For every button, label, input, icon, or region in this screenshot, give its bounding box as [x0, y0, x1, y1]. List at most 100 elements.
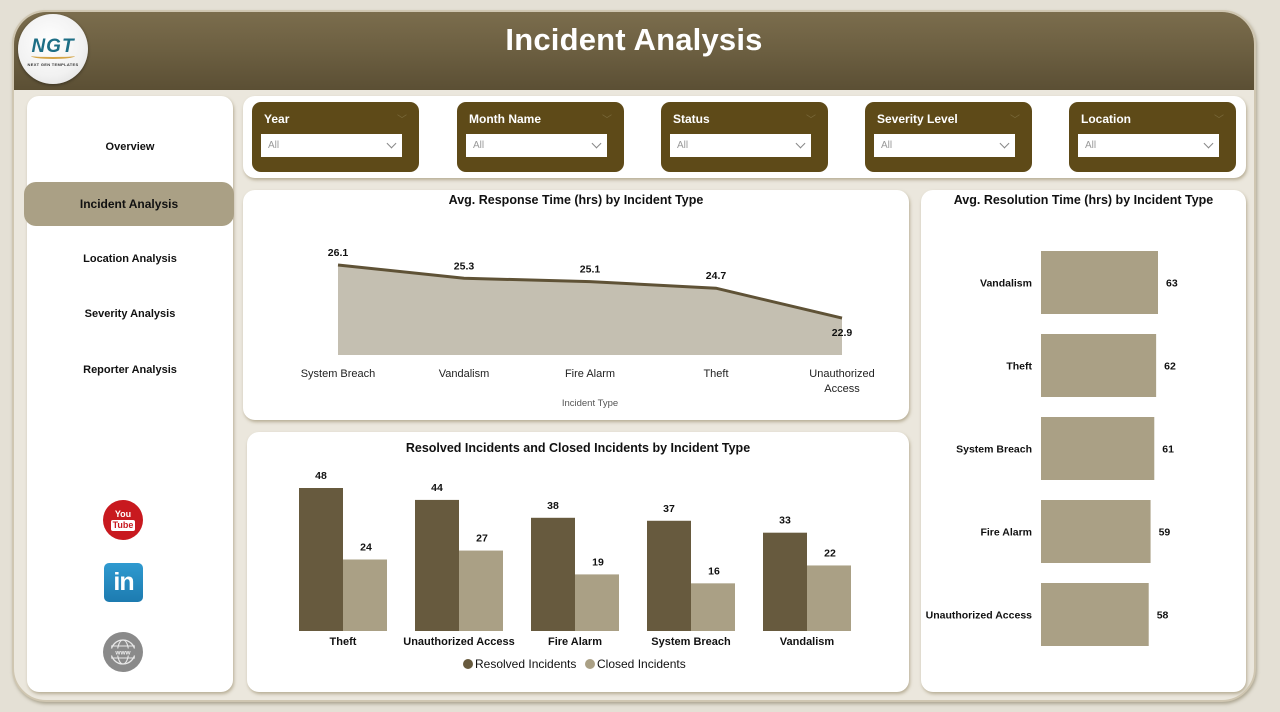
month-name-dropdown[interactable]: All	[466, 134, 607, 157]
resolution-bar[interactable]	[1041, 334, 1157, 397]
area-line	[337, 263, 843, 320]
resolution-bar[interactable]	[1041, 500, 1151, 563]
data-label: 61	[1162, 444, 1174, 456]
chart-title: Avg. Response Time (hrs) by Incident Typ…	[448, 193, 704, 207]
dropdown-value: All	[881, 140, 893, 151]
x-axis-label: Fire Alarm	[565, 368, 615, 380]
data-label: 62	[1164, 361, 1176, 373]
severity-level-dropdown[interactable]: All	[874, 134, 1015, 157]
y-axis-label: Unauthorized Access	[926, 610, 1033, 622]
svg-text:www: www	[114, 650, 131, 657]
x-axis-label: Theft	[330, 636, 357, 648]
sidebar-item-location-analysis[interactable]: Location Analysis	[83, 253, 177, 265]
resolved-bar[interactable]	[647, 520, 691, 631]
dropdown-value: All	[1085, 140, 1097, 151]
closed-bar[interactable]	[459, 550, 503, 631]
chevron-down-icon: ﹀	[397, 115, 407, 126]
chevron-down-icon: ﹀	[1214, 115, 1224, 126]
data-label: 19	[592, 556, 604, 568]
chevron-down-icon	[999, 138, 1010, 149]
data-label: 37	[663, 503, 675, 515]
filter-label: Month Name	[469, 112, 541, 126]
filter-location: Location ﹀ All	[1069, 102, 1236, 172]
area-fill	[338, 265, 842, 355]
filter-label: Status	[673, 112, 710, 126]
data-label: 48	[315, 470, 327, 482]
dashboard-frame: NGT NEXT GEN TEMPLATES Incident Analysis…	[12, 10, 1256, 702]
sidebar-item-incident-analysis[interactable]: Incident Analysis	[24, 182, 234, 226]
closed-bar[interactable]	[343, 559, 387, 632]
resolution-bar[interactable]	[1041, 583, 1149, 646]
chevron-down-icon: ﹀	[602, 115, 612, 126]
y-axis-label: Fire Alarm	[980, 527, 1032, 539]
x-axis-label: Vandalism	[439, 368, 490, 380]
x-axis-label: Unauthorized Access	[403, 636, 514, 648]
x-axis-title: Incident Type	[562, 398, 618, 409]
resolution-bar[interactable]	[1041, 251, 1158, 314]
y-axis-label: Vandalism	[980, 278, 1032, 290]
filter-label: Year	[264, 112, 290, 126]
youtube-icon[interactable]: You Tube	[103, 500, 143, 540]
status-dropdown[interactable]: All	[670, 134, 811, 157]
data-label: 22.9	[832, 327, 853, 339]
linkedin-icon[interactable]: in	[104, 563, 143, 602]
legend-dot-resolved	[463, 659, 473, 669]
data-label: 63	[1166, 278, 1178, 290]
chevron-down-icon: ﹀	[806, 115, 816, 126]
linkedin-text: in	[113, 568, 134, 596]
legend-label-closed: Closed Incidents	[597, 657, 686, 671]
data-label: 27	[476, 533, 488, 545]
filter-status: Status ﹀ All	[661, 102, 828, 172]
y-axis-label: Theft	[1006, 361, 1032, 373]
logo-mark: NGT	[31, 36, 75, 57]
closed-bar[interactable]	[575, 574, 619, 631]
resolution-bar[interactable]	[1041, 417, 1155, 480]
hbar-chart-plot: Vandalism 63 Theft 62 System Breach 61 Fire Al…	[926, 251, 1178, 646]
chevron-down-icon	[591, 138, 602, 149]
resolved-closed-chart: Resolved Incidents and Closed Incidents …	[247, 432, 909, 692]
resolved-bar[interactable]	[415, 499, 459, 631]
data-label: 22	[824, 547, 836, 559]
data-label: 44	[431, 482, 443, 494]
legend-label-resolved: Resolved Incidents	[475, 657, 576, 671]
filter-month-name: Month Name ﹀ All	[457, 102, 624, 172]
resolved-bar[interactable]	[763, 532, 807, 631]
youtube-tube-text: Tube	[110, 519, 136, 531]
chart-title: Avg. Resolution Time (hrs) by Incident T…	[953, 193, 1214, 207]
x-axis-label: Theft	[703, 368, 728, 380]
year-dropdown[interactable]: All	[261, 134, 402, 157]
bar-chart-plot: 48 24 Theft 44 27 Unauthorized Access 38 19 Fire…	[299, 470, 851, 671]
resolved-bar[interactable]	[299, 488, 343, 631]
page-title: Incident Analysis	[505, 22, 763, 57]
sidebar-item-overview[interactable]: Overview	[105, 141, 155, 153]
data-label: 25.3	[454, 260, 475, 272]
data-label: 25.1	[580, 264, 601, 276]
data-label: 38	[547, 500, 559, 512]
sidebar-item-severity-analysis[interactable]: Severity Analysis	[84, 308, 176, 320]
x-axis-label: Access	[824, 383, 860, 395]
sidebar-nav: Overview Incident Analysis Location Anal…	[24, 96, 234, 692]
closed-bar[interactable]	[691, 583, 735, 631]
youtube-you-text: You	[114, 508, 132, 519]
legend-dot-closed	[585, 659, 595, 669]
chevron-down-icon: ﹀	[1010, 115, 1020, 126]
y-axis-label: System Breach	[956, 444, 1032, 456]
area-chart-plot: 26.1 System Breach 25.3 Vandalism 25.1 Fire A…	[301, 247, 875, 409]
ngt-logo: NGT NEXT GEN TEMPLATES	[18, 14, 88, 84]
resolution-time-chart: Avg. Resolution Time (hrs) by Incident T…	[921, 190, 1246, 692]
logo-subtitle: NEXT GEN TEMPLATES	[27, 62, 79, 67]
globe-icon: www	[110, 639, 136, 665]
data-label: 26.1	[328, 247, 349, 259]
chevron-down-icon	[386, 138, 397, 149]
data-label: 59	[1159, 527, 1171, 539]
header-bar: NGT NEXT GEN TEMPLATES Incident Analysis	[14, 12, 1254, 90]
data-label: 33	[779, 515, 791, 527]
sidebar-item-reporter-analysis[interactable]: Reporter Analysis	[83, 364, 177, 376]
resolved-bar[interactable]	[531, 517, 575, 631]
globe-www-icon[interactable]: www	[103, 632, 143, 672]
data-label: 24	[360, 542, 372, 554]
closed-bar[interactable]	[807, 565, 851, 631]
chevron-down-icon	[1203, 138, 1214, 149]
location-dropdown[interactable]: All	[1078, 134, 1219, 157]
data-label: 24.7	[706, 270, 727, 282]
